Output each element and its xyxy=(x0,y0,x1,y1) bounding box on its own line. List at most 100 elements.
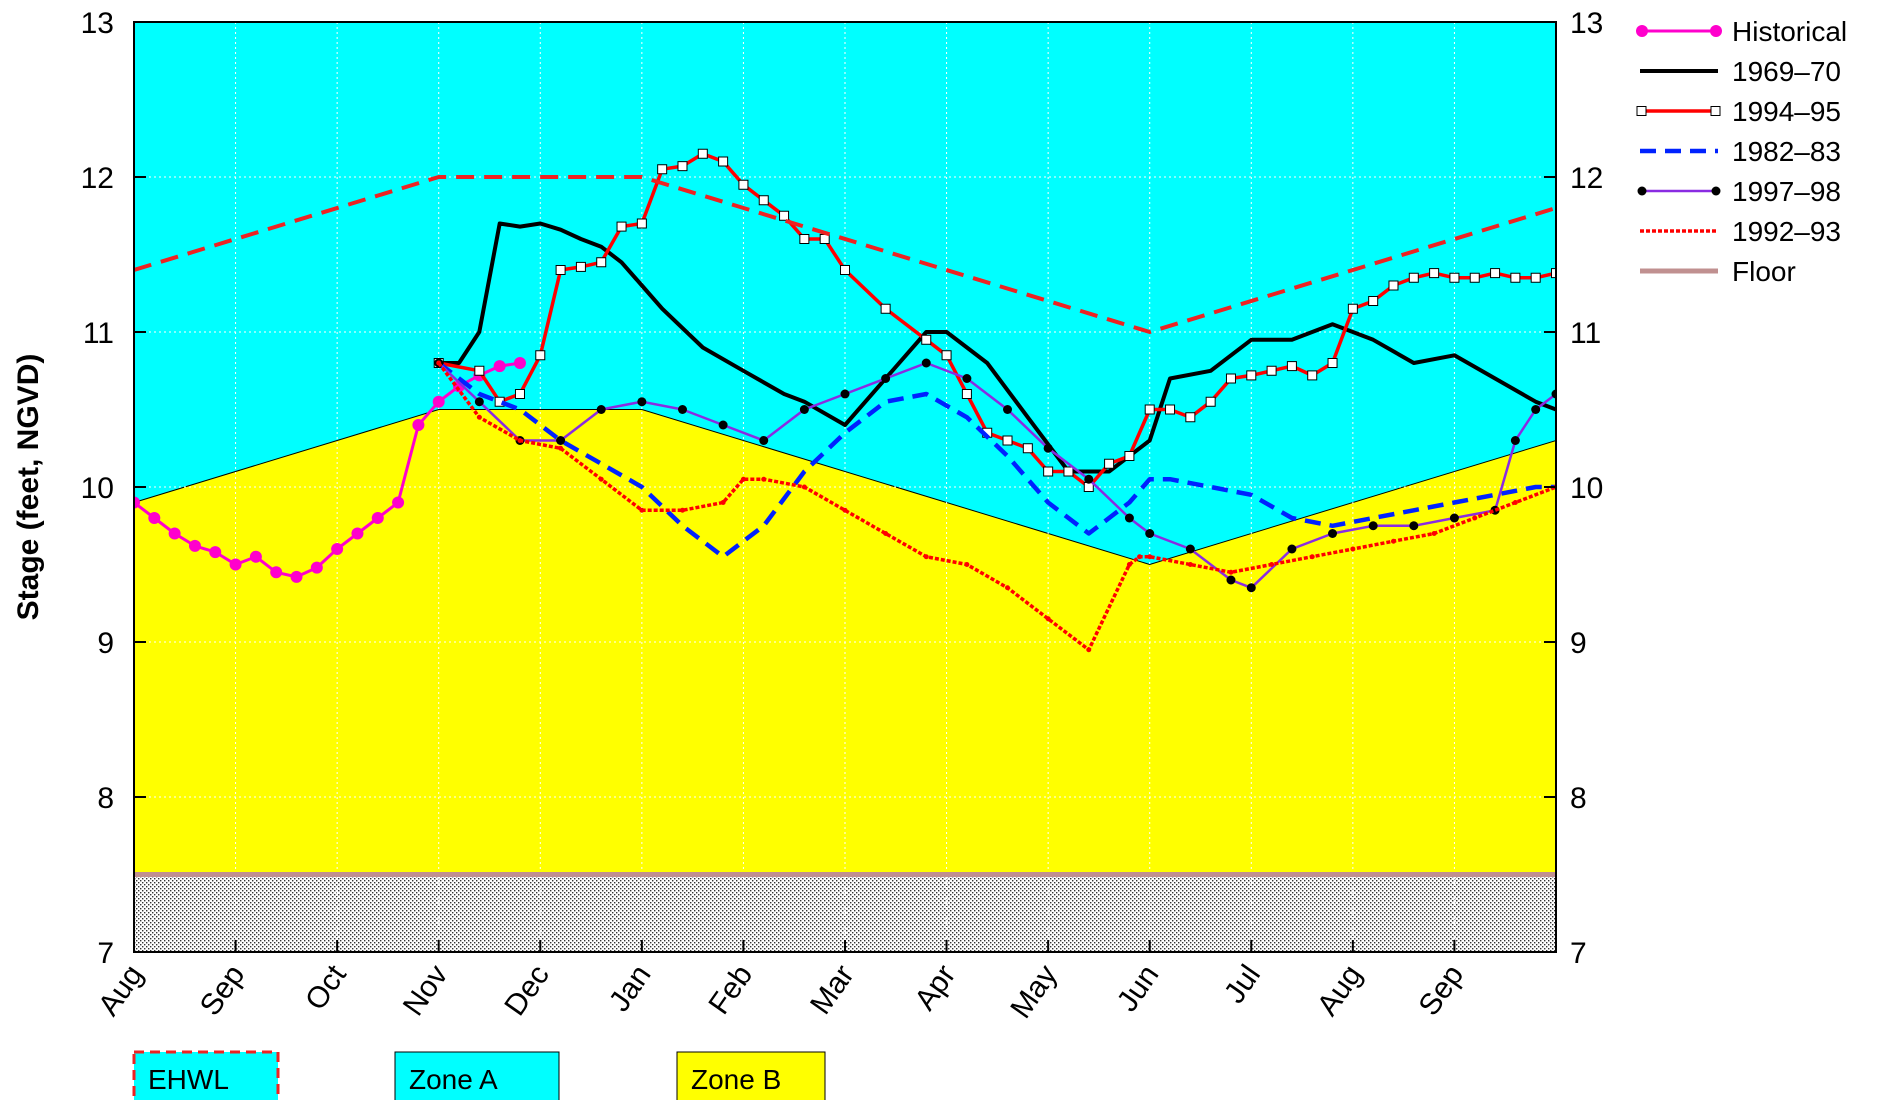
data-point xyxy=(1551,268,1556,279)
data-point xyxy=(1187,562,1193,567)
data-point xyxy=(677,405,687,414)
series-ehwl xyxy=(134,175,1556,334)
data-point xyxy=(1147,554,1153,560)
data-point xyxy=(474,365,485,376)
data-point xyxy=(840,265,850,275)
y-tick-label-right: 10 xyxy=(1570,472,1603,505)
data-point xyxy=(1005,585,1011,591)
data-point xyxy=(1469,272,1480,283)
data-point xyxy=(1327,358,1338,368)
data-point xyxy=(1287,544,1297,554)
legend-label: 1992–93 xyxy=(1732,216,1841,247)
data-point xyxy=(351,527,364,540)
zone-label-zone-a: Zone A xyxy=(394,1051,560,1100)
data-point xyxy=(1144,404,1155,415)
legend-marker xyxy=(1711,186,1721,196)
legend-item-1997-98: 1997–98 xyxy=(1637,176,1841,207)
data-point xyxy=(1225,373,1236,384)
data-point xyxy=(616,221,627,232)
data-point xyxy=(493,360,506,373)
x-tick-label: Sep xyxy=(194,959,252,1022)
data-point xyxy=(148,512,161,524)
data-point xyxy=(558,445,564,451)
data-point xyxy=(921,334,932,345)
data-point xyxy=(1137,554,1143,560)
y-tick-label-right: 9 xyxy=(1570,627,1587,660)
x-tick-label: Feb xyxy=(702,959,759,1020)
data-point xyxy=(249,550,262,563)
data-point xyxy=(1086,647,1092,653)
data-point xyxy=(720,500,726,505)
legend-item-1969-70: 1969–70 xyxy=(1640,56,1841,87)
data-point xyxy=(758,195,769,206)
data-point xyxy=(1309,554,1315,560)
y-tick-label-right: 7 xyxy=(1570,937,1587,970)
data-point xyxy=(555,265,566,275)
data-point xyxy=(1185,412,1196,423)
data-point xyxy=(517,438,523,443)
x-tick-label: Jan xyxy=(603,959,658,1018)
data-point xyxy=(310,561,323,574)
data-point xyxy=(761,476,767,482)
data-point xyxy=(1368,521,1378,531)
data-point xyxy=(779,210,790,221)
y-tick-label-left: 11 xyxy=(83,317,114,350)
data-point xyxy=(1408,272,1419,283)
legend-item-historical: Historical xyxy=(1636,16,1847,47)
data-point xyxy=(1531,405,1541,414)
data-point xyxy=(1084,474,1094,484)
legend-label: 1969–70 xyxy=(1732,56,1841,87)
legend-label: 1982–83 xyxy=(1732,136,1841,167)
data-point xyxy=(1429,268,1440,279)
legend-marker xyxy=(1637,186,1647,196)
data-point xyxy=(1126,562,1132,567)
data-point xyxy=(1226,575,1236,585)
data-point xyxy=(1551,389,1556,399)
data-point xyxy=(738,179,749,190)
zone-label-zone-b-text: Zone B xyxy=(691,1064,781,1095)
y-tick-label-right: 13 xyxy=(1570,7,1603,40)
data-point xyxy=(474,397,484,407)
data-point xyxy=(1205,396,1216,407)
data-point xyxy=(1165,404,1176,415)
legend: Historical 1969–70 1994–95 1982–83 1997–98 19… xyxy=(1636,16,1847,287)
data-point xyxy=(1003,405,1013,414)
data-point xyxy=(188,539,201,552)
data-point xyxy=(556,436,566,445)
data-point xyxy=(1043,443,1053,453)
legend-label: 1997–98 xyxy=(1732,176,1841,207)
legend-label: 1994–95 xyxy=(1732,96,1841,127)
data-point xyxy=(842,507,848,513)
x-tick-label: Mar xyxy=(804,959,861,1020)
data-point xyxy=(1063,466,1074,477)
x-tick-label: Jul xyxy=(1218,959,1267,1009)
data-point xyxy=(1512,500,1518,505)
y-axis-title: Stage (feet, NGVD) xyxy=(12,354,45,621)
y-tick-label-left: 9 xyxy=(97,627,114,660)
data-point xyxy=(1269,562,1275,567)
data-point xyxy=(964,562,970,567)
data-point xyxy=(1228,569,1234,575)
data-point xyxy=(513,357,526,369)
data-point xyxy=(1431,531,1437,536)
data-point xyxy=(229,558,242,571)
data-point xyxy=(1449,513,1459,523)
data-point xyxy=(636,218,647,229)
data-point xyxy=(657,164,668,175)
data-point xyxy=(1104,458,1115,469)
data-point xyxy=(718,156,729,167)
series-1969-70 xyxy=(438,221,1556,474)
data-point xyxy=(432,395,445,408)
legend-marker xyxy=(1636,25,1648,37)
data-point xyxy=(1266,365,1277,376)
y-tick-label-right: 11 xyxy=(1570,317,1601,350)
series-1994-95 xyxy=(433,148,1556,492)
data-point xyxy=(1472,515,1478,521)
y-tick-label-left: 8 xyxy=(97,782,114,815)
data-point xyxy=(1409,521,1419,531)
legend-label: Historical xyxy=(1732,16,1847,47)
data-point xyxy=(1350,546,1356,552)
x-tick-label: Aug xyxy=(1311,959,1369,1022)
data-point xyxy=(1022,443,1033,454)
